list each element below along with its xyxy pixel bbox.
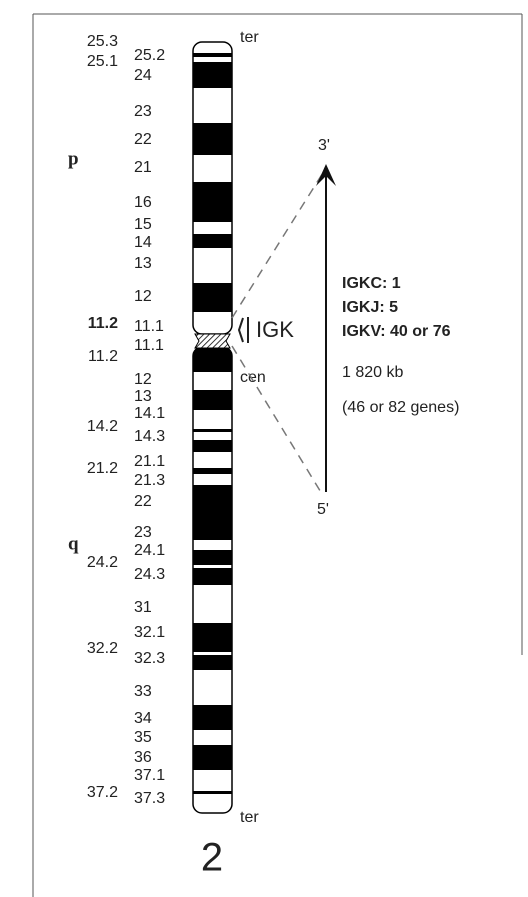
band-label: 36 — [134, 749, 152, 766]
band — [193, 568, 232, 585]
q-arm — [193, 347, 232, 813]
gene-count: IGKC: 1 — [342, 275, 401, 292]
band-label: 11.2 — [88, 315, 118, 332]
band-label: 21.3 — [134, 472, 165, 489]
band — [193, 234, 232, 248]
band — [193, 429, 232, 432]
band-label: 21 — [134, 159, 152, 176]
band — [193, 468, 232, 474]
arm-label: p — [68, 148, 79, 169]
band — [193, 705, 232, 730]
band — [193, 347, 232, 372]
band-label: 14.1 — [134, 405, 165, 422]
band-label: 12 — [134, 371, 152, 388]
band — [193, 655, 232, 670]
band — [193, 62, 232, 88]
band-label: 12 — [134, 288, 152, 305]
locus-genes: (46 or 82 genes) — [342, 399, 459, 416]
band — [193, 550, 232, 565]
arm-label: q — [68, 533, 79, 554]
band-label: 24.3 — [134, 566, 165, 583]
arrow-head — [316, 164, 336, 186]
band-label: 23 — [134, 524, 152, 541]
end-label: 3' — [318, 137, 330, 154]
band-label: 23 — [134, 103, 152, 120]
band — [193, 123, 232, 155]
band — [193, 283, 232, 312]
band-label: 22 — [134, 131, 152, 148]
locus-name: IGK — [256, 317, 294, 342]
gene-count: IGKJ: 5 — [342, 299, 398, 316]
band-label: 21.2 — [87, 460, 118, 477]
band — [193, 745, 232, 770]
band-label: 13 — [134, 255, 152, 272]
band-label: 21.1 — [134, 453, 165, 470]
band — [193, 440, 232, 452]
band-label: 25.2 — [134, 47, 165, 64]
band-label: 24.2 — [87, 554, 118, 571]
gene-count: IGKV: 40 or 76 — [342, 323, 451, 340]
end-label: ter — [240, 29, 259, 46]
band-label: 15 — [134, 216, 152, 233]
band-label: 25.3 — [87, 33, 118, 50]
band-label: 32.3 — [134, 650, 165, 667]
band — [193, 485, 232, 540]
locus-size: 1 820 kb — [342, 364, 403, 381]
band-label: 33 — [134, 683, 152, 700]
band-label: 16 — [134, 194, 152, 211]
band-label: 22 — [134, 493, 152, 510]
band-label: 37.1 — [134, 767, 165, 784]
band — [193, 182, 232, 222]
band — [193, 53, 232, 57]
p-arm — [193, 42, 232, 334]
band-label: 25.1 — [87, 53, 118, 70]
band — [193, 390, 232, 410]
band-label: 34 — [134, 710, 152, 727]
end-label: 5' — [317, 501, 329, 518]
band-label: 37.2 — [87, 784, 118, 801]
zoom-line — [231, 345, 323, 495]
band-label: 11.2 — [88, 348, 118, 365]
locus-bracket — [237, 317, 244, 343]
band-label: 14.3 — [134, 428, 165, 445]
band-label: 11.1 — [134, 337, 164, 354]
band-label: 35 — [134, 729, 152, 746]
band-label: 24 — [134, 67, 152, 84]
band-label: 14.2 — [87, 418, 118, 435]
end-label: ter — [240, 809, 259, 826]
centromere-label: cen — [240, 369, 266, 386]
zoom-line — [231, 167, 327, 319]
band — [193, 791, 232, 794]
band-label: 14 — [134, 234, 152, 251]
band-label: 11.1 — [134, 318, 164, 335]
band-label: 32.2 — [87, 640, 118, 657]
band-label: 32.1 — [134, 624, 165, 641]
centromere — [194, 333, 231, 349]
band-label: 31 — [134, 599, 152, 616]
chromosome-number: 2 — [201, 836, 223, 880]
band-label: 24.1 — [134, 542, 165, 559]
band-label: 13 — [134, 388, 152, 405]
band — [193, 623, 232, 652]
band-label: 37.3 — [134, 790, 165, 807]
